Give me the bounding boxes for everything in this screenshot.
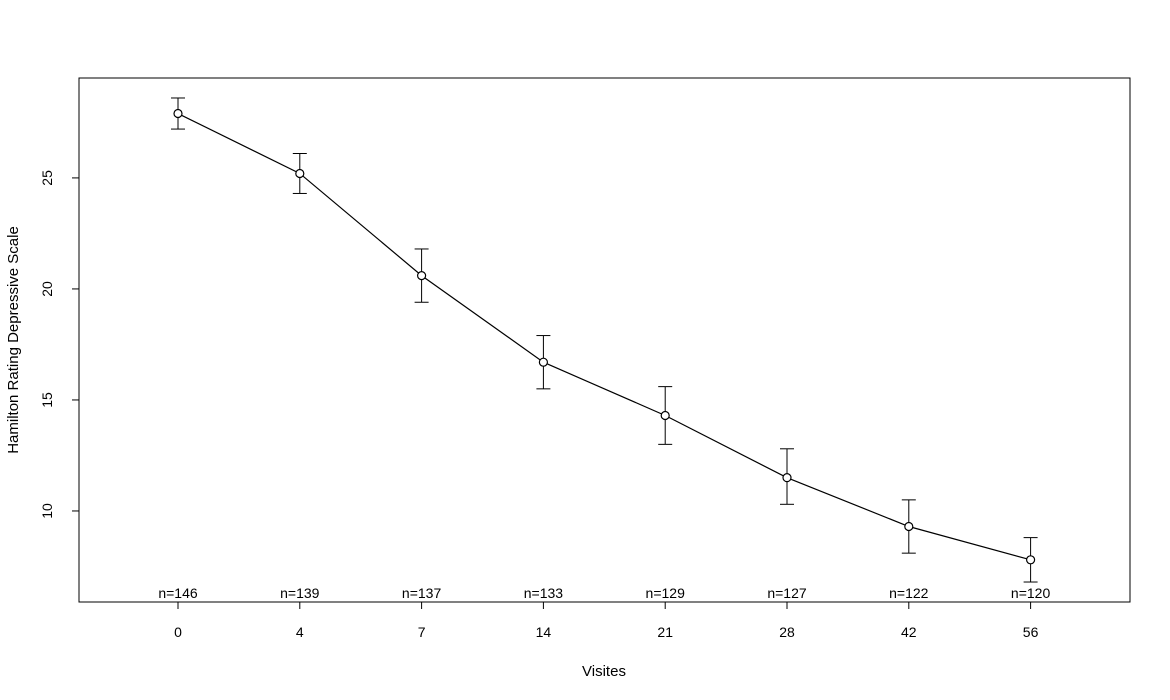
sample-size-label-0: n=146	[158, 585, 198, 601]
sample-size-label-7: n=137	[402, 585, 442, 601]
x-tick-label-7: 7	[418, 624, 426, 640]
data-point-0	[173, 108, 183, 119]
sample-size-label-21: n=129	[646, 585, 686, 601]
y-tick-label-10: 10	[39, 503, 55, 519]
y-axis-label: Hamilton Rating Depressive Scale	[5, 226, 22, 454]
data-point-7	[417, 271, 427, 281]
series-line	[177, 112, 1031, 561]
x-tick-label-21: 21	[657, 624, 673, 640]
data-point-56	[1025, 555, 1036, 565]
y-tick-label-25: 25	[39, 170, 55, 186]
x-axis-label: Visites	[582, 663, 626, 680]
x-tick-label-42: 42	[901, 624, 917, 640]
sample-size-label-4: n=139	[280, 585, 320, 601]
y-tick-label-20: 20	[39, 281, 55, 297]
y-tick-label-15: 15	[39, 392, 55, 408]
sample-size-label-28: n=127	[767, 585, 807, 601]
data-point-21	[660, 410, 670, 421]
x-tick-label-0: 0	[174, 624, 182, 640]
sample-size-label-56: n=120	[1011, 585, 1051, 601]
sample-size-label-42: n=122	[889, 585, 929, 601]
x-tick-label-14: 14	[536, 624, 552, 640]
x-tick-label-28: 28	[779, 624, 795, 640]
plot-frame	[78, 77, 1131, 603]
data-point-42	[904, 521, 914, 532]
data-point-14	[538, 357, 549, 367]
x-tick-label-56: 56	[1023, 624, 1039, 640]
x-tick-label-4: 4	[296, 624, 304, 640]
sample-size-label-14: n=133	[524, 585, 564, 601]
data-point-28	[782, 473, 792, 483]
data-point-4	[295, 168, 305, 179]
